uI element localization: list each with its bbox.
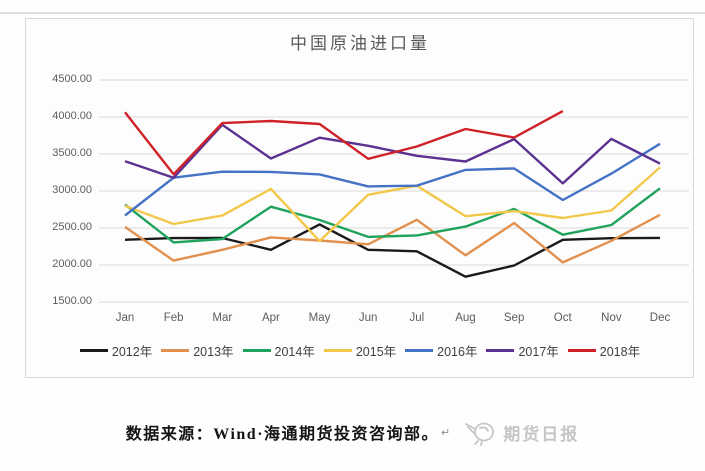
x-axis-tick-label: Feb xyxy=(163,312,184,324)
x-axis-tick-label: Sep xyxy=(503,312,525,324)
series-line-2017年 xyxy=(124,123,661,185)
x-axis-tick-label: Jun xyxy=(358,312,378,324)
y-axis-tick-label: 3000.00 xyxy=(52,184,92,196)
legend-item-2015年: 2015年 xyxy=(323,341,397,360)
x-axis-tick-label: Aug xyxy=(455,312,476,324)
legend-label: 2014年 xyxy=(274,345,315,359)
series-line-2013年 xyxy=(124,213,661,264)
legend-label: 2013年 xyxy=(193,345,234,359)
y-axis-tick-label: 3500.00 xyxy=(52,147,92,159)
chart-frame xyxy=(25,18,694,378)
legend-item-2014年: 2014年 xyxy=(242,341,315,360)
chart-legend: 2012年 2013年 2014年 2015年 2016年 2017年 2018年 xyxy=(25,341,695,360)
legend-swatch xyxy=(323,349,352,352)
legend-label: 2012年 xyxy=(111,345,153,359)
chart-title: 中国原油进口量 xyxy=(290,34,430,53)
publisher-watermark: 期货日报 xyxy=(462,418,579,446)
x-axis-tick-label: May xyxy=(308,312,331,324)
x-axis-tick-label: Jul xyxy=(409,312,425,324)
x-axis-tick-label: Mar xyxy=(212,312,233,324)
series-line-2016年 xyxy=(124,142,661,217)
legend-item-2013年: 2013年 xyxy=(161,341,234,360)
legend-swatch xyxy=(405,349,434,352)
legend-item-2016年: 2016年 xyxy=(405,341,477,360)
x-axis-tick-label: Apr xyxy=(261,312,280,324)
y-axis-tick-label: 4500.00 xyxy=(52,73,92,85)
series-line-2015年 xyxy=(124,166,661,243)
paragraph-return-mark: ↵ xyxy=(441,426,451,439)
y-axis-tick-label: 1500.00 xyxy=(52,295,92,307)
footer: 数据来源：Wind·海通期货投资咨询部。 ↵ 期货日报 xyxy=(0,418,705,446)
legend-swatch xyxy=(161,349,190,352)
x-axis-tick-label: Jan xyxy=(115,312,135,324)
x-axis-tick-label: Oct xyxy=(553,312,572,324)
legend-item-2018年: 2018年 xyxy=(567,341,641,360)
series-line-2012年 xyxy=(124,223,661,278)
x-axis-tick-label: Nov xyxy=(601,312,622,324)
bird-logo-icon xyxy=(465,422,495,446)
legend-swatch xyxy=(567,349,596,352)
legend-label: 2015年 xyxy=(355,345,397,359)
data-source-text: 数据来源：Wind·海通期货投资咨询部。 xyxy=(125,426,440,443)
series-line-2014年 xyxy=(124,187,661,244)
legend-label: 2018年 xyxy=(599,345,641,359)
watermark-title: 期货日报 xyxy=(503,424,580,444)
legend-label: 2017年 xyxy=(518,345,559,359)
legend-swatch xyxy=(486,349,515,352)
legend-item-2012年: 2012年 xyxy=(79,341,153,360)
y-axis-tick-label: 2000.00 xyxy=(52,258,92,270)
legend-swatch xyxy=(242,349,271,352)
legend-item-2017年: 2017年 xyxy=(486,341,559,360)
legend-label: 2016年 xyxy=(437,345,478,359)
x-axis-tick-label: Dec xyxy=(649,312,671,324)
y-axis-tick-label: 2500.00 xyxy=(52,221,92,233)
y-axis-tick-label: 4000.00 xyxy=(52,110,92,122)
top-divider xyxy=(0,12,705,14)
legend-swatch xyxy=(79,349,108,352)
series-line-2018年 xyxy=(124,110,564,176)
